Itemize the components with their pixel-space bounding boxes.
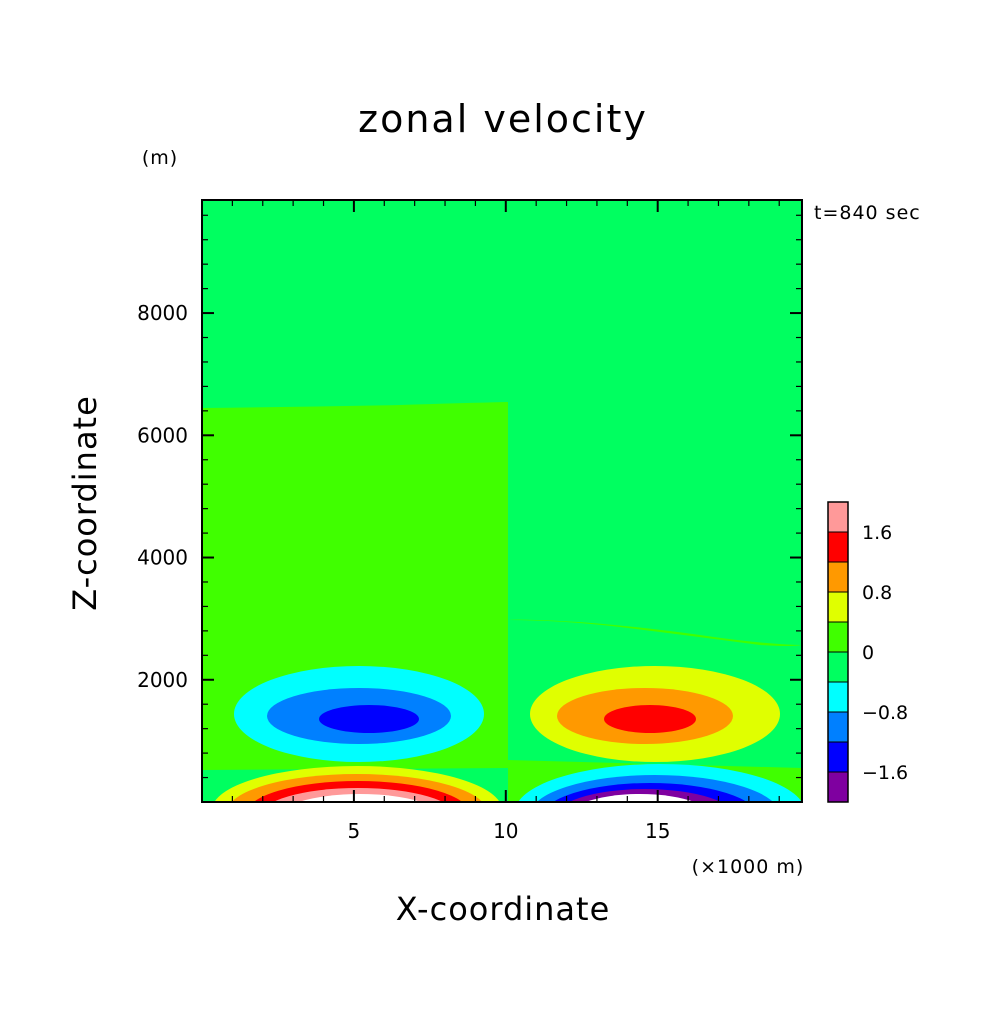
- colorbar-swatch: [828, 772, 848, 802]
- jet-right-minus-20: [585, 794, 695, 802]
- colorbar-swatch: [828, 532, 848, 562]
- x-tick-label: 15: [645, 819, 670, 843]
- colorbar-tick-label: −0.8: [862, 702, 908, 724]
- y-tick-label: 2000: [137, 668, 188, 692]
- field-band-right-half: [508, 200, 802, 645]
- y-unit-label: (m): [142, 147, 178, 169]
- cell-right-plus-12: [604, 705, 696, 733]
- colorbar-swatch: [828, 562, 848, 592]
- colorbar-swatch: [828, 652, 848, 682]
- colorbar-swatch: [828, 502, 848, 532]
- y-tick-label: 8000: [137, 301, 188, 325]
- colorbar-swatch: [828, 742, 848, 772]
- time-label: t=840 sec: [814, 202, 921, 224]
- x-tick-label: 5: [348, 819, 361, 843]
- colorbar-tick-label: 1.6: [862, 522, 892, 544]
- y-tick-label: 6000: [137, 423, 188, 447]
- colorbar: −1.6 −0.8 0 0.8 1.6: [827, 501, 908, 803]
- colorbar-tick-label: 0: [862, 642, 874, 664]
- x-axis: 5 10 15: [348, 200, 670, 843]
- x-unit-label: (×1000 m): [692, 856, 805, 878]
- cell-left-minus-12: [319, 705, 419, 733]
- colorbar-tick-label: −1.6: [862, 762, 908, 784]
- jet-left-plus-20: [298, 794, 422, 802]
- colorbar-swatch: [828, 682, 848, 712]
- y-axis-title: Z-coordinate: [66, 395, 104, 611]
- colorbar-swatch: [828, 622, 848, 652]
- colorbar-tick-label: 0.8: [862, 582, 892, 604]
- colorbar-swatch: [828, 592, 848, 622]
- x-tick-label: 10: [493, 819, 518, 843]
- minor-ticks: [202, 200, 802, 802]
- y-tick-label: 4000: [137, 546, 188, 570]
- y-axis: 2000 4000 6000 8000: [137, 301, 802, 692]
- colorbar-swatch: [828, 712, 848, 742]
- x-axis-title: X-coordinate: [396, 890, 611, 928]
- chart-title: zonal velocity: [358, 97, 648, 141]
- plot-area: [202, 200, 802, 802]
- plot-frame: [201, 199, 803, 803]
